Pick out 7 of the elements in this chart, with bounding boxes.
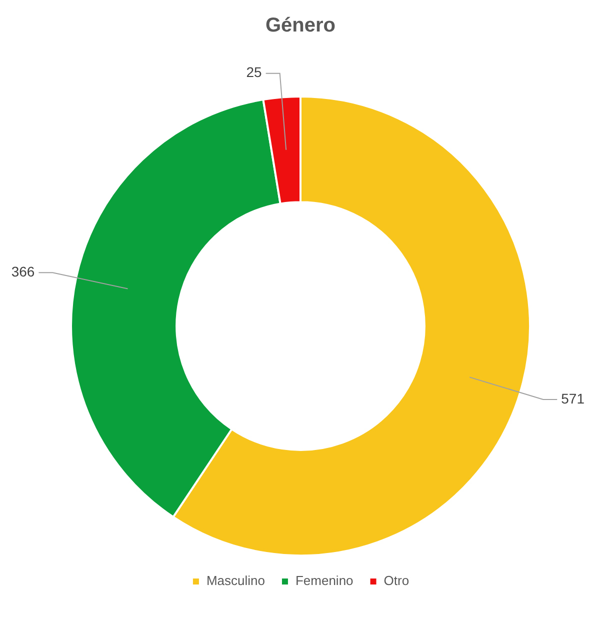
- data-label: 25: [246, 64, 262, 80]
- data-label: 366: [11, 263, 35, 280]
- data-label: 571: [561, 390, 585, 406]
- legend-label: Otro: [384, 573, 410, 588]
- chart-title: Género: [265, 14, 336, 37]
- legend-label: Femenino: [295, 573, 354, 588]
- legend-label: Masculino: [206, 573, 265, 588]
